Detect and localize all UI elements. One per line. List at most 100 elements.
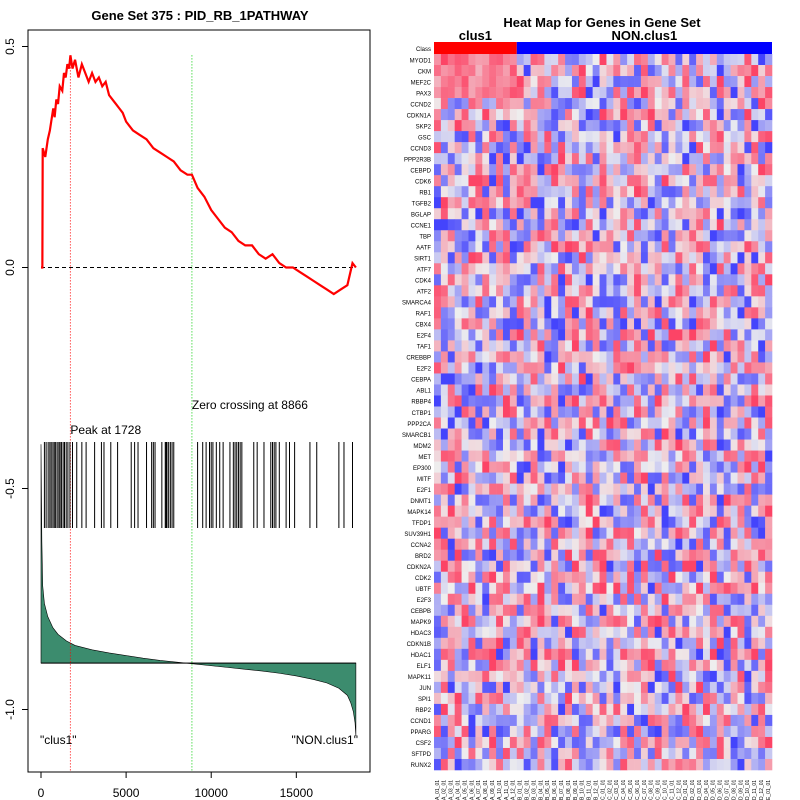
heat-cell: [461, 758, 469, 771]
heat-cell: [730, 241, 738, 253]
heat-cell: [558, 758, 566, 771]
heat-cell: [599, 582, 607, 595]
heat-cell: [696, 538, 704, 550]
heat-cell: [489, 703, 497, 716]
heat-cell: [661, 318, 669, 330]
heat-cell: [647, 538, 656, 550]
heat-cell: [758, 472, 766, 484]
heat-cell: [716, 384, 725, 396]
heat-cell: [509, 406, 518, 418]
heat-cell: [537, 362, 545, 374]
heat-cell: [709, 747, 718, 760]
heat-cell: [454, 703, 462, 716]
heat-cell: [509, 373, 518, 385]
heat-cell: [537, 670, 545, 683]
heat-cell: [509, 285, 518, 297]
heat-cell: [544, 604, 552, 617]
heat-cell: [723, 395, 731, 407]
heat-cell: [661, 153, 669, 165]
heat-cell: [537, 54, 545, 66]
heat-cell: [468, 736, 476, 749]
heat-cell: [440, 164, 449, 176]
heat-cell: [709, 54, 718, 66]
heat-cell: [647, 296, 656, 308]
heat-cell: [716, 571, 725, 584]
heat-cell: [537, 758, 545, 771]
heat-cell: [730, 340, 738, 352]
heat-cell: [544, 428, 552, 440]
heat-cell: [654, 186, 662, 198]
heat-cell: [516, 692, 524, 705]
heat-cell: [482, 417, 490, 429]
heat-cell: [675, 483, 683, 495]
heat-cell: [475, 538, 483, 550]
heat-cell: [765, 692, 773, 705]
heat-cell: [578, 197, 587, 209]
heat-cell: [565, 142, 573, 154]
heat-cell: [730, 186, 738, 198]
heat-cell: [578, 373, 587, 385]
gene-label: CBX4: [415, 323, 431, 329]
heat-cell: [744, 252, 752, 264]
heat-cell: [461, 109, 469, 121]
heat-cell: [668, 604, 676, 617]
heat-cell: [509, 758, 518, 771]
heat-cell: [599, 450, 607, 462]
heat-cell: [613, 373, 621, 385]
heat-cell: [585, 362, 593, 374]
heat-cell: [489, 230, 497, 242]
heat-cell: [737, 109, 745, 121]
heat-cell: [578, 593, 587, 606]
heat-cell: [654, 439, 662, 451]
heat-cell: [730, 648, 738, 661]
heat-cell: [489, 560, 497, 573]
heat-cell: [468, 285, 476, 297]
heat-cell: [737, 186, 745, 198]
heat-cell: [758, 175, 766, 187]
heat-cell: [502, 296, 511, 308]
heat-cell: [523, 406, 531, 418]
heat-cell: [482, 329, 490, 341]
heat-cell: [509, 307, 518, 319]
heat-cell: [523, 307, 531, 319]
heat-cell: [578, 758, 587, 771]
heat-cell: [627, 659, 635, 672]
heat-cell: [723, 670, 731, 683]
heat-cell: [744, 571, 752, 584]
heat-cell: [565, 461, 573, 473]
heat-cell: [599, 395, 607, 407]
heat-cell: [668, 76, 676, 88]
heat-cell: [434, 747, 442, 760]
heat-cell: [585, 637, 593, 650]
heat-cell: [523, 494, 531, 506]
heat-cell: [537, 65, 545, 77]
heat-cell: [565, 395, 573, 407]
heat-cell: [709, 692, 718, 705]
heat-cell: [765, 505, 773, 517]
heat-cell: [723, 527, 731, 539]
heat-cell: [523, 703, 531, 716]
heat-cell: [634, 615, 642, 628]
heat-cell: [578, 131, 587, 143]
heat-cell: [640, 395, 649, 407]
heat-cell: [737, 197, 745, 209]
heat-cell: [434, 681, 442, 694]
heat-cell: [640, 219, 649, 231]
heat-cell: [744, 472, 752, 484]
heat-cell: [496, 659, 504, 672]
heat-cell: [703, 428, 711, 440]
heat-cell: [661, 406, 669, 418]
heat-cell: [634, 681, 642, 694]
heat-cell: [696, 692, 704, 705]
heat-cell: [730, 670, 738, 683]
heat-cell: [654, 296, 662, 308]
heat-cell: [689, 659, 697, 672]
heat-cell: [737, 461, 745, 473]
heat-cell: [737, 692, 745, 705]
heat-cell: [571, 296, 580, 308]
heat-cell: [716, 340, 725, 352]
heat-cell: [696, 747, 704, 760]
heat-cell: [440, 692, 449, 705]
heat-cell: [530, 681, 538, 694]
heat-cell: [530, 626, 538, 639]
